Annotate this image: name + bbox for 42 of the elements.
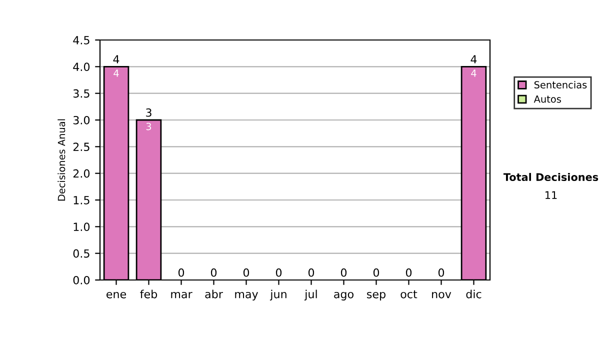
total-label: 0: [276, 268, 282, 277]
total-label: 0: [373, 268, 380, 277]
total-label: 3: [146, 108, 152, 117]
x-tick-label: mar: [171, 292, 192, 298]
y-tick-label: 0.5: [73, 249, 90, 258]
legend-label: Autos: [534, 96, 561, 103]
total-label: 4: [470, 55, 477, 64]
y-tick-label: 4.0: [73, 62, 90, 72]
x-tick-label: ago: [334, 292, 354, 300]
y-tick-label: 1.0: [74, 222, 90, 232]
legend-label: Sentencias: [534, 80, 587, 88]
x-tick-label: oct: [400, 290, 418, 298]
x-tick-label: dic: [466, 290, 482, 298]
y-tick-label: 2.5: [73, 142, 90, 152]
total-label: 0: [438, 268, 444, 277]
x-tick-label: jul: [304, 290, 317, 300]
y-tick-label: 0.0: [73, 276, 90, 284]
y-tick-label: 2.0: [73, 169, 90, 178]
y-tick-label: 3.5: [73, 89, 90, 98]
x-tick-label: abr: [205, 290, 223, 298]
x-tick-label: ene: [106, 292, 126, 298]
x-tick-label: feb: [140, 290, 158, 298]
y-tick-label: 1.5: [74, 196, 90, 204]
total-label: 0: [178, 268, 184, 277]
total-label: 0: [406, 268, 412, 277]
x-tick-label: sep: [367, 292, 386, 300]
y-tick-label: 4.5: [73, 36, 90, 44]
total-label: 0: [308, 268, 314, 277]
data-label: 4: [114, 70, 119, 77]
data-label: 3: [146, 122, 152, 130]
data-label: 4: [471, 70, 476, 77]
total-label: 0: [243, 268, 250, 277]
x-tick-label: jun: [270, 290, 286, 300]
y-axis-title: Decisiones Anual: [58, 119, 66, 201]
total-label: 4: [113, 55, 120, 64]
total-label: 0: [340, 268, 347, 277]
text: 11: [546, 191, 557, 199]
x-tick-label: may: [235, 292, 258, 300]
text: Total Decisiones: [503, 172, 598, 182]
y-tick-label: 3.0: [73, 116, 90, 124]
total-label: 0: [210, 268, 217, 277]
x-tick-label: nov: [432, 292, 452, 298]
